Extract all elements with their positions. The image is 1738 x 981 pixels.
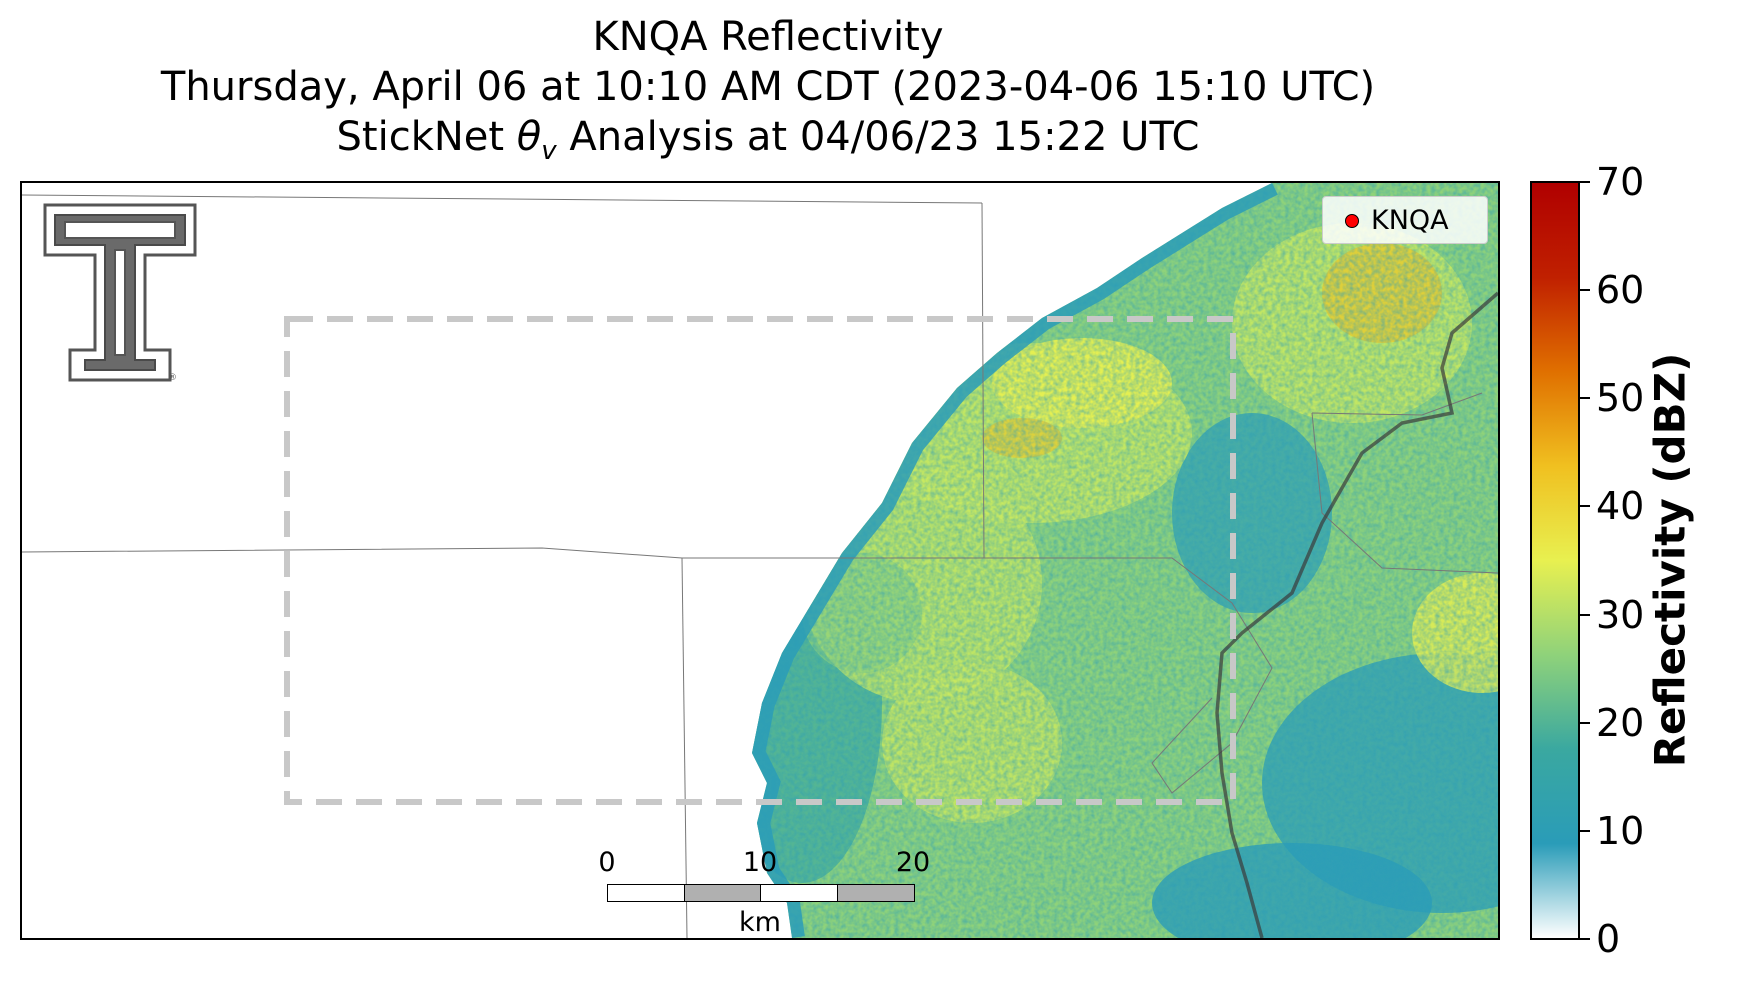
highway-line	[1215, 291, 1498, 938]
colorbar-label: Reflectivity (dBZ)	[1645, 352, 1695, 768]
colorbar-ticks: 70 60 50 40 30 20 10 0	[1580, 162, 1680, 959]
colorbar-tick-label: 30	[1596, 592, 1645, 637]
colorbar-tick: 70	[1580, 162, 1680, 202]
echo-leading-edge	[752, 183, 1278, 938]
scale-segment-1	[607, 884, 685, 902]
title-line-3-suffix: Analysis at 04/06/23 15:22 UTC	[556, 114, 1200, 160]
colorbar-tick-label: 0	[1596, 917, 1621, 961]
title-line-2: Thursday, April 06 at 10:10 AM CDT (2023…	[160, 64, 1376, 110]
colorbar-tick-mark	[1580, 938, 1590, 940]
map-legend: KNQA	[1322, 196, 1488, 244]
boundary-east-county-2	[1311, 412, 1498, 574]
colorbar-tick-mark	[1580, 613, 1590, 616]
title-line-1: KNQA Reflectivity	[592, 14, 944, 60]
boundary-southeast	[682, 557, 1273, 794]
radar-map-canvas	[22, 183, 1498, 938]
texas-tech-logo: ®	[43, 203, 197, 383]
radar-site-marker	[1345, 214, 1359, 228]
scale-segment-4	[837, 884, 915, 902]
scale-unit: km	[739, 907, 781, 938]
svg-text:®: ®	[168, 373, 177, 383]
county-boundaries	[22, 194, 1498, 938]
colorbar-tick-label: 40	[1596, 484, 1645, 529]
colorbar-tick-label: 60	[1596, 268, 1645, 313]
colorbar-tick: 30	[1580, 595, 1680, 635]
colorbar-tick: 0	[1580, 919, 1680, 959]
scale-tick-10: 10	[742, 847, 778, 878]
radar-map[interactable]: KNQA ®	[20, 181, 1500, 940]
scale-segment-3	[760, 884, 838, 902]
scale-bar: 0 10 20 km	[598, 847, 931, 948]
colorbar-tick-label: 20	[1596, 700, 1645, 745]
boundary-north	[22, 194, 983, 204]
colorbar-tick: 40	[1580, 486, 1680, 526]
colorbar	[1530, 181, 1580, 940]
colorbar-tick-mark	[1580, 829, 1590, 832]
scale-tick-20: 20	[895, 847, 931, 878]
colorbar-tick: 10	[1580, 811, 1680, 851]
colorbar-tick: 20	[1580, 703, 1680, 743]
reflectivity-echoes	[752, 183, 1498, 938]
analysis-domain-box	[284, 316, 1236, 805]
title-line-3: StickNet θv Analysis at 04/06/23 15:22 U…	[18, 112, 1518, 176]
colorbar-tick-label: 70	[1596, 160, 1645, 204]
colorbar-tick-mark	[1580, 289, 1590, 292]
colorbar-tick-mark	[1580, 397, 1590, 400]
theta-symbol: θ	[516, 114, 542, 160]
figure-title: KNQA Reflectivity Thursday, April 06 at …	[18, 12, 1518, 176]
title-line-3-prefix: StickNet	[336, 114, 517, 160]
colorbar-tick-label: 50	[1596, 376, 1645, 421]
colorbar-tick: 60	[1580, 270, 1680, 310]
scale-segment-2	[684, 884, 762, 902]
boundary-east-county	[981, 202, 985, 559]
theta-subscript: v	[541, 136, 557, 166]
colorbar-tick-mark	[1580, 505, 1590, 508]
boundary-south-county	[681, 557, 688, 938]
colorbar-tick-label: 10	[1596, 808, 1645, 853]
boundary-east-top	[1311, 392, 1483, 416]
colorbar-tick-mark	[1580, 181, 1590, 183]
colorbar-tick-mark	[1580, 721, 1590, 724]
boundary-mid	[22, 547, 683, 559]
colorbar-tick: 50	[1580, 378, 1680, 418]
legend-label: KNQA	[1371, 205, 1449, 236]
scale-tick-0: 0	[598, 847, 616, 878]
